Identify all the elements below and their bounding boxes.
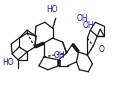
Text: HO: HO <box>46 5 58 14</box>
Text: O: O <box>98 45 104 55</box>
Text: OH: OH <box>76 14 88 23</box>
Text: OH: OH <box>82 21 94 30</box>
Text: OH: OH <box>54 51 65 60</box>
Text: HO: HO <box>3 58 14 67</box>
